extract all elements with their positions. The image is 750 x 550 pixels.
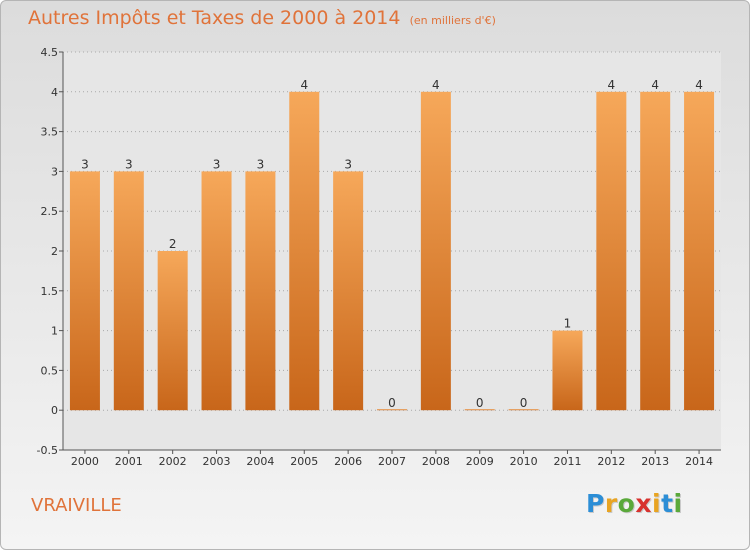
x-tick-label: 2001 — [115, 455, 143, 468]
bar — [596, 91, 627, 411]
data-label: 0 — [520, 396, 528, 410]
x-tick-label: 2012 — [597, 455, 625, 468]
data-label: 1 — [564, 317, 572, 331]
chart-title: Autres Impôts et Taxes de 2000 à 2014 (e… — [28, 7, 496, 29]
place-name: VRAIVILLE — [31, 495, 122, 516]
bar — [289, 91, 320, 411]
y-tick-label: 4 — [51, 86, 58, 99]
y-tick-label: 2 — [51, 245, 58, 258]
bar — [464, 409, 495, 411]
data-label: 3 — [213, 157, 221, 171]
bar — [157, 251, 188, 411]
bar — [508, 409, 539, 411]
y-tick-label: 4.5 — [41, 46, 59, 59]
data-label: 4 — [300, 78, 308, 92]
bar — [640, 91, 671, 411]
bar — [684, 91, 715, 411]
data-label: 3 — [81, 157, 89, 171]
proxiti-logo: Proxiti — [586, 489, 683, 518]
x-tick-label: 2006 — [334, 455, 362, 468]
x-tick-label: 2000 — [71, 455, 99, 468]
data-label: 4 — [432, 78, 440, 92]
x-tick-label: 2011 — [553, 455, 581, 468]
bar — [69, 171, 100, 411]
bar — [245, 171, 276, 411]
data-label: 3 — [125, 157, 133, 171]
x-tick-label: 2008 — [422, 455, 450, 468]
y-tick-label: 0.5 — [41, 364, 59, 377]
y-tick-label: 3 — [51, 165, 58, 178]
data-label: 0 — [388, 396, 396, 410]
data-label: 2 — [169, 237, 177, 251]
y-tick-label: -0.5 — [37, 444, 58, 457]
x-tick-label: 2009 — [466, 455, 494, 468]
x-tick-label: 2003 — [203, 455, 231, 468]
y-tick-label: 1.5 — [41, 285, 59, 298]
data-label: 4 — [651, 78, 659, 92]
data-label: 0 — [476, 396, 484, 410]
x-tick-label: 2010 — [510, 455, 538, 468]
bar — [552, 330, 583, 411]
plot-area: -0.5 0 0.5 1 1.5 2 2.5 3 3.5 4 4.5 3 2000 3 2001 2 2002 3… — [37, 46, 721, 468]
x-tick-label: 2002 — [159, 455, 187, 468]
bar — [201, 171, 232, 411]
bar — [113, 171, 144, 411]
y-tick-label: 2.5 — [41, 205, 59, 218]
data-label: 4 — [608, 78, 616, 92]
data-label: 4 — [695, 78, 703, 92]
y-tick-label: 0 — [51, 404, 58, 417]
x-tick-label: 2004 — [246, 455, 274, 468]
bar — [377, 409, 407, 411]
data-label: 3 — [257, 157, 265, 171]
bar — [333, 171, 364, 411]
x-tick-label: 2014 — [685, 455, 713, 468]
y-tick-label: 3.5 — [41, 126, 59, 139]
title-text: Autres Impôts et Taxes de 2000 à 2014 — [28, 7, 401, 29]
x-tick-label: 2013 — [641, 455, 669, 468]
data-label: 3 — [344, 157, 352, 171]
unit-label: (en milliers d'€) — [409, 14, 496, 27]
x-tick-label: 2007 — [378, 455, 406, 468]
bar — [420, 91, 451, 411]
x-tick-label: 2005 — [290, 455, 318, 468]
y-tick-label: 1 — [51, 325, 58, 338]
